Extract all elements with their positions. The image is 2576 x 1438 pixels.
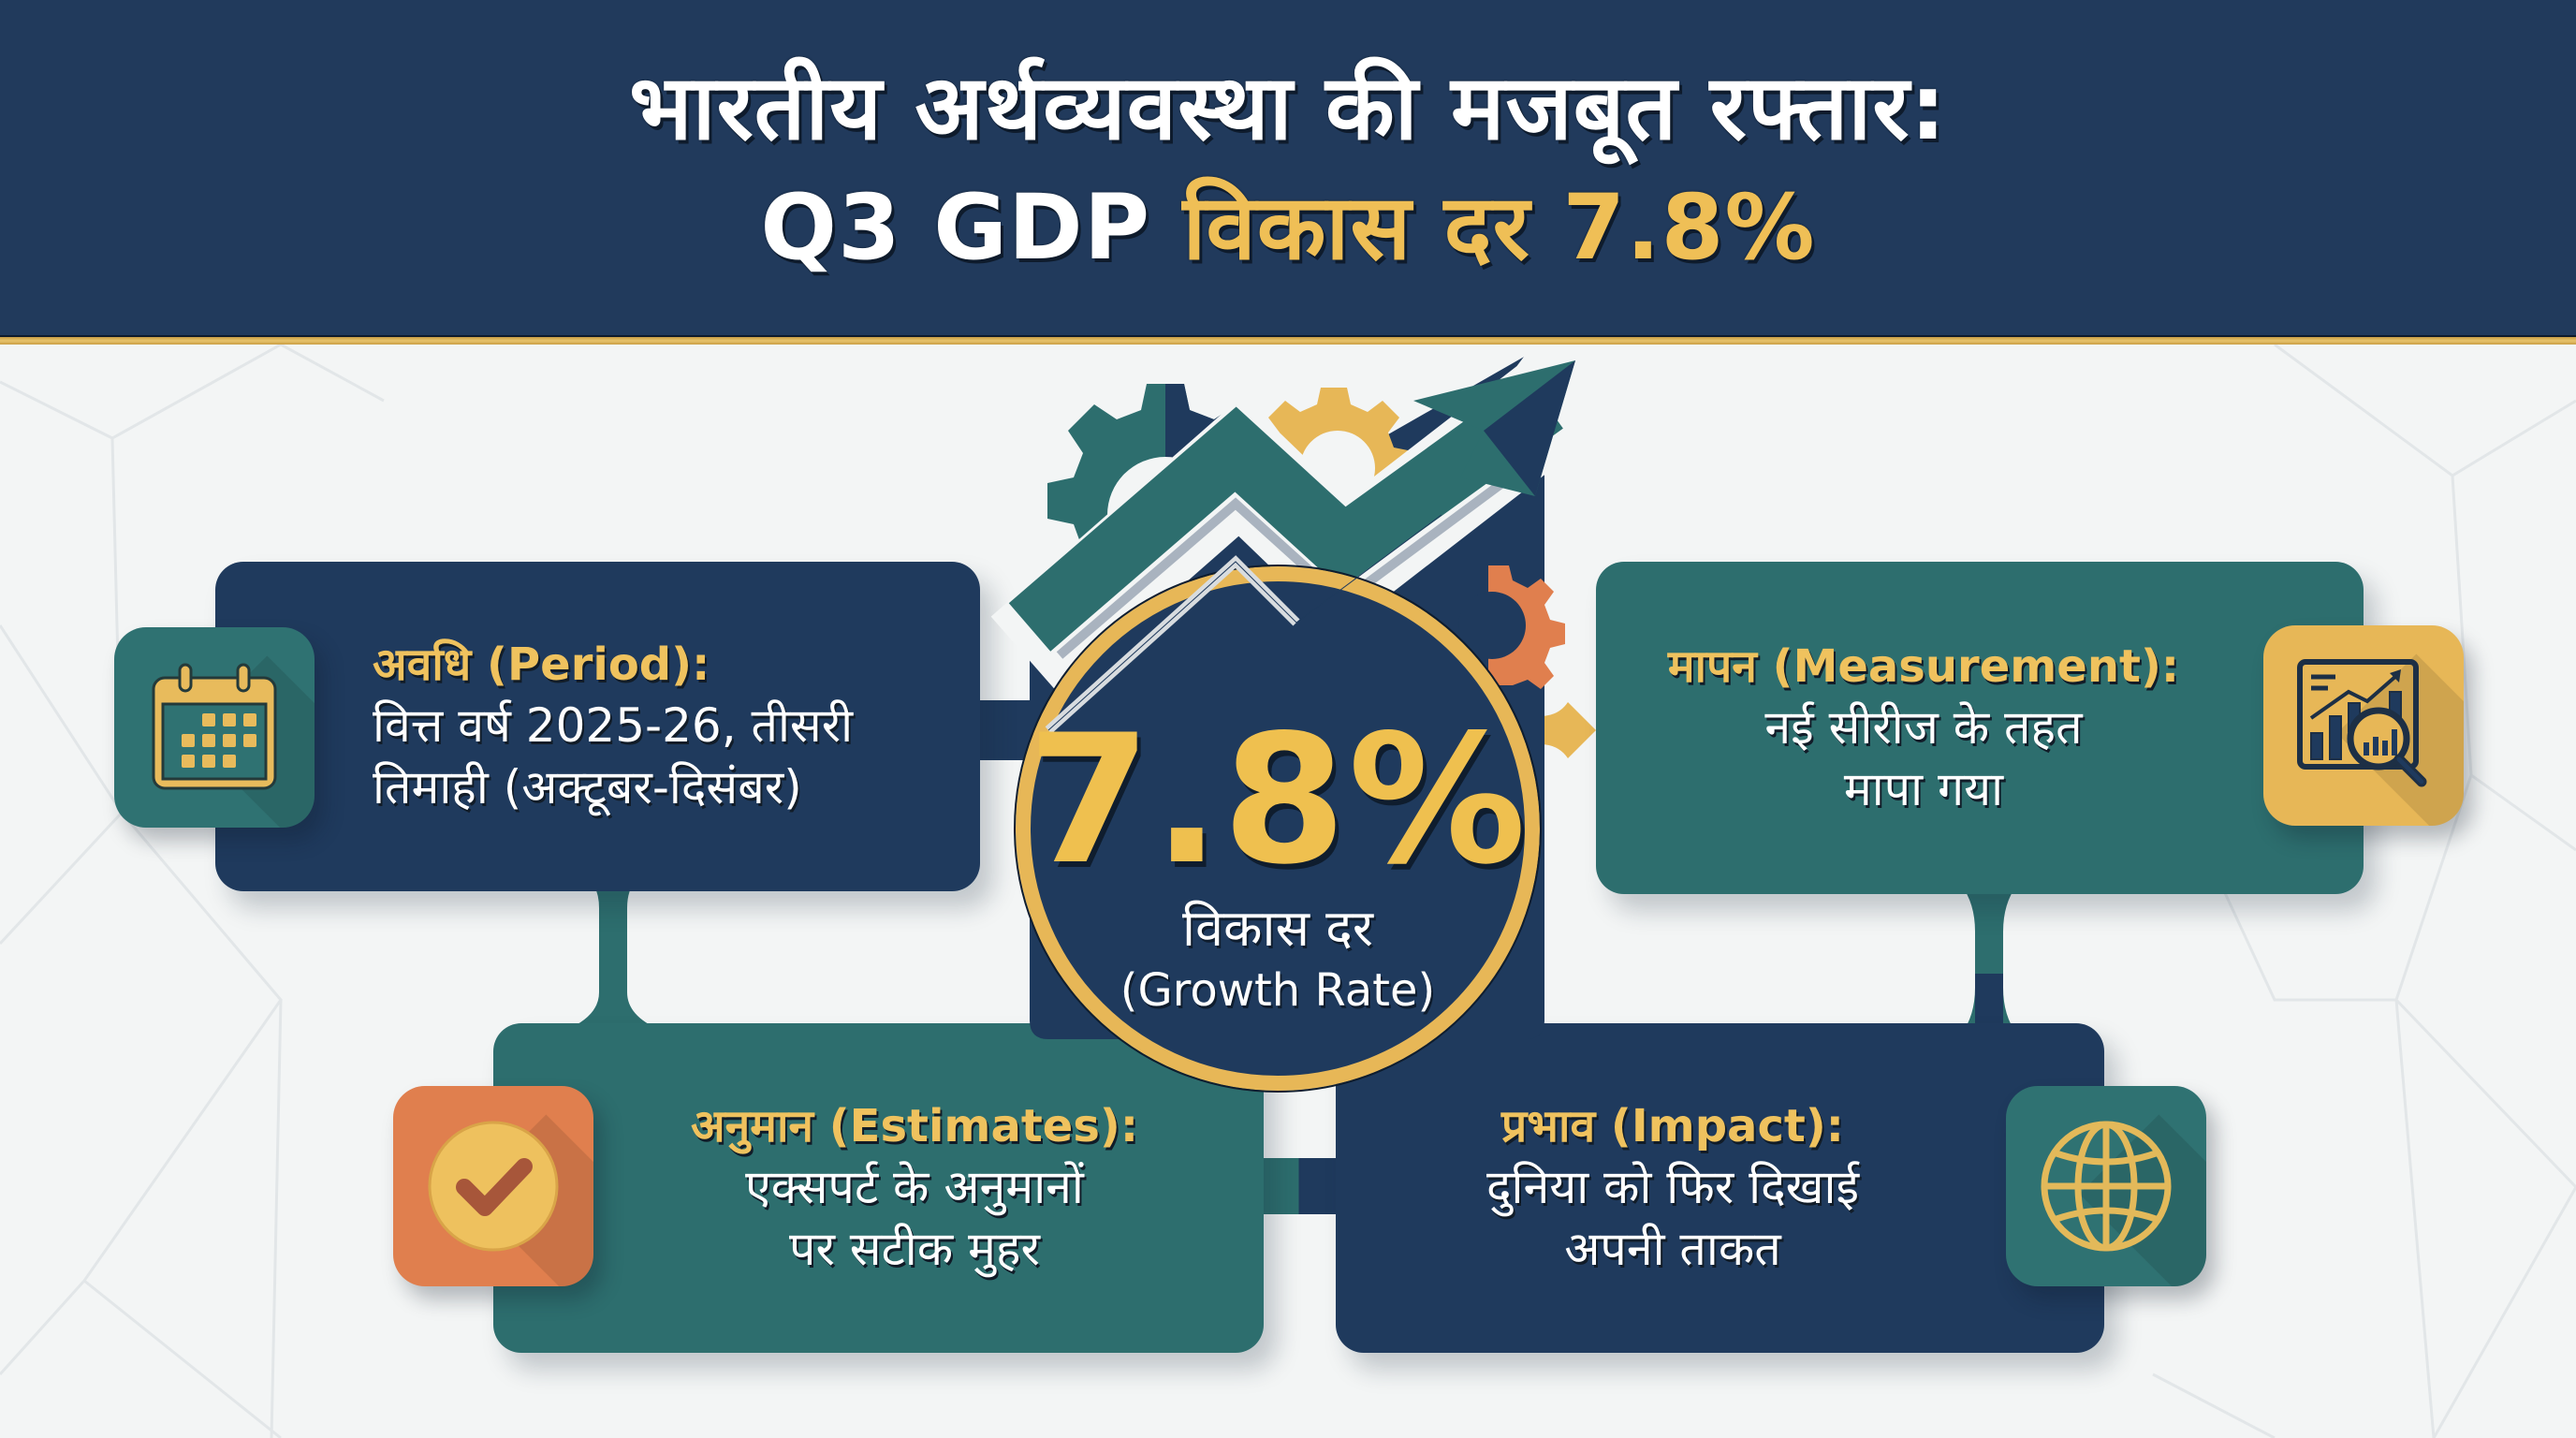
card-body-line: पर सटीक मुहर: [789, 1222, 1040, 1276]
growth-rate-value: 7.8%: [1027, 697, 1529, 903]
card-body-line: दुनिया को फिर दिखाई: [1486, 1160, 1860, 1214]
card-body-line: वित्त वर्ष 2025-26, तीसरी: [373, 698, 854, 753]
connector-estimates-impact: [1254, 1158, 1343, 1214]
checkmark-icon: [428, 1121, 559, 1252]
chart-magnifier-icon: [2297, 659, 2427, 787]
calendar-icon-badge: [114, 627, 315, 828]
growth-rate-label-english: (Growth Rate): [1120, 964, 1436, 1017]
card-body-line: मापा गया: [1843, 761, 2004, 816]
connector-period-estimates: [566, 852, 660, 1039]
card-body-line: तिमाही (अक्टूबर-दिसंबर): [373, 760, 802, 814]
calendar-icon: [152, 663, 277, 790]
card-body-line: अपनी ताकत: [1564, 1222, 1781, 1276]
globe-icon-badge: [2006, 1086, 2206, 1286]
checkmark-icon-badge: [393, 1086, 593, 1286]
connector-center-measurement: [1540, 702, 1596, 758]
title-line-2: Q3 GDP विकास दर 7.8%: [760, 168, 1815, 287]
growth-emblem-graphic: [990, 346, 1629, 1093]
card-measurement-text: मापन (Measurement): नई सीरीज के तहत मापा…: [1615, 562, 2232, 894]
card-impact: प्रभाव (Impact): दुनिया को फिर दिखाई अपन…: [1336, 1023, 2104, 1353]
globe-icon: [2041, 1121, 2172, 1252]
growth-rate-label-hindi: विकास दर: [1182, 899, 1373, 958]
connector-measurement-impact: [1961, 885, 2017, 1034]
trend-up-arrow: [1008, 376, 1563, 652]
card-heading: प्रभाव (Impact):: [1501, 1100, 1844, 1152]
card-estimates: अनुमान (Estimates): एक्सपर्ट के अनुमानों…: [493, 1023, 1264, 1353]
card-body-line: एक्सपर्ट के अनुमानों: [745, 1160, 1084, 1214]
card-heading: अनुमान (Estimates):: [690, 1100, 1139, 1152]
card-impact-text: प्रभाव (Impact): दुनिया को फिर दिखाई अपन…: [1392, 1023, 1954, 1353]
gear-icon-orange: [1458, 565, 1565, 689]
title-banner: भारतीय अर्थव्यवस्था की मजबूत रफ्तार: Q3 …: [0, 0, 2576, 335]
card-body-line: नई सीरीज के तहत: [1764, 699, 2083, 755]
header-gold-divider: [0, 335, 2576, 345]
chart-magnifier-icon-badge: [2263, 625, 2464, 826]
card-estimates-text: अनुमान (Estimates): एक्सपर्ट के अनुमानों…: [606, 1023, 1223, 1353]
card-period-text: अवधि (Period): वित्त वर्ष 2025-26, तीसरी…: [373, 562, 972, 891]
card-measurement: मापन (Measurement): नई सीरीज के तहत मापा…: [1596, 562, 2364, 894]
title-line-1: भारतीय अर्थव्यवस्था की मजबूत रफ्तार:: [629, 55, 1947, 160]
growth-value-panel: 7.8% विकास दर (Growth Rate): [1020, 707, 1535, 1020]
value-ring: [1016, 566, 1540, 1091]
card-period: अवधि (Period): वित्त वर्ष 2025-26, तीसरी…: [215, 562, 980, 891]
card-heading: अवधि (Period):: [373, 638, 710, 691]
title-accent: विकास दर 7.8%: [1182, 175, 1816, 280]
card-heading: मापन (Measurement):: [1667, 639, 2180, 693]
title-prefix: Q3 GDP: [760, 175, 1151, 280]
